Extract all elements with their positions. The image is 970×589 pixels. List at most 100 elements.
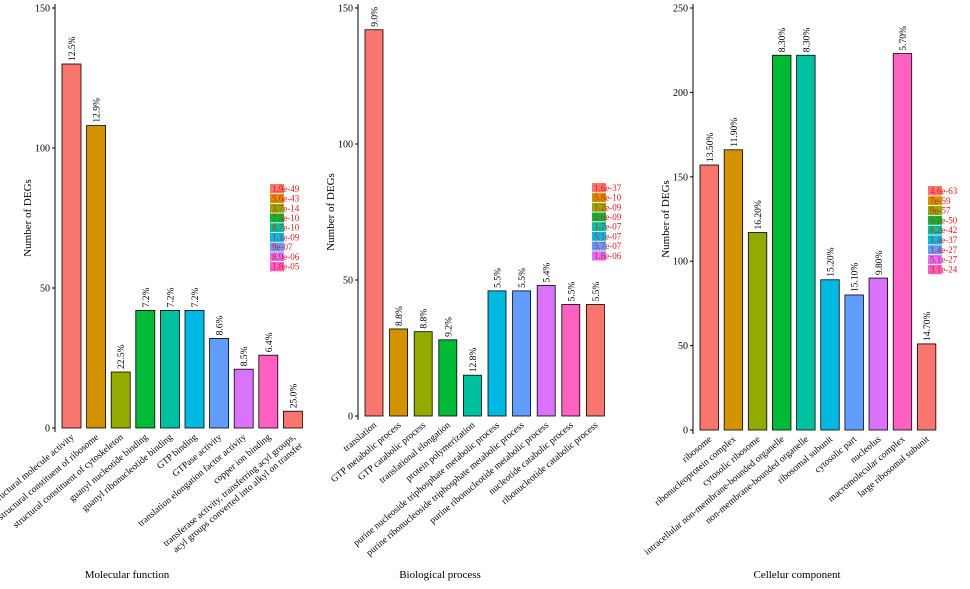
legend-key bbox=[270, 232, 284, 243]
bar-value-label: 8.6% bbox=[216, 316, 226, 336]
legend-label: 1.8e-06 bbox=[594, 251, 622, 261]
bar-value-label: 5.5% bbox=[494, 268, 504, 288]
bar bbox=[699, 164, 719, 431]
legend-key bbox=[270, 193, 284, 204]
legend-key bbox=[270, 222, 284, 233]
legend-label: 9.2e-50 bbox=[930, 215, 958, 225]
bar-value-label: 5.70% bbox=[899, 26, 909, 51]
bar-value-label: 5.5% bbox=[567, 282, 577, 302]
bar-value-label: 9.0% bbox=[371, 7, 381, 27]
bar-value-label: 25.0% bbox=[289, 384, 299, 409]
bar-value-label: 5.5% bbox=[592, 282, 602, 302]
legend-label: 1.9e-49 bbox=[272, 184, 300, 194]
legend-key bbox=[592, 192, 606, 203]
legend-label: 5.6e-43 bbox=[272, 194, 300, 204]
legend-label: 1.1e-09 bbox=[272, 232, 300, 242]
bar-value-label: 9.80% bbox=[875, 250, 885, 275]
bar bbox=[772, 54, 792, 431]
legend-label: 1.4e-37 bbox=[930, 235, 958, 245]
legend-key bbox=[592, 202, 606, 213]
legend-label: 1.4e-27 bbox=[930, 245, 958, 255]
bar-value-label: 12.8% bbox=[469, 348, 479, 373]
bar bbox=[487, 290, 507, 417]
legend-label: 3.1e-24 bbox=[930, 264, 958, 274]
legend-key bbox=[928, 244, 942, 255]
legend-label: 8.2e-42 bbox=[930, 225, 957, 235]
y-axis-title: Number of DEGs bbox=[22, 179, 34, 257]
legend-label: 5.8e-10 bbox=[594, 193, 622, 203]
bar-value-label: 7.2% bbox=[142, 288, 152, 308]
legend: 1.6e-375.8e-101.2e-092.6e-091.7e-075.1e-… bbox=[592, 183, 622, 261]
y-tick-label: 150 bbox=[673, 172, 688, 183]
legend-key bbox=[592, 221, 606, 232]
legend-label: 8.7e-10 bbox=[272, 223, 300, 233]
legend-label: 8.9e-06 bbox=[272, 252, 300, 262]
legend-label: 7e-59 bbox=[930, 196, 951, 206]
bar bbox=[389, 328, 409, 417]
bar bbox=[536, 285, 556, 417]
bar-value-label: 8.5% bbox=[240, 346, 250, 366]
legend-key bbox=[592, 212, 606, 222]
legend-key bbox=[928, 195, 942, 206]
legend-key bbox=[270, 213, 284, 223]
bar-value-label: 7.2% bbox=[166, 288, 176, 308]
bar-value-label: 12.9% bbox=[93, 98, 103, 123]
legend-key bbox=[928, 264, 942, 275]
legend-key bbox=[270, 242, 284, 252]
bar-value-label: 14.70% bbox=[923, 312, 933, 341]
y-tick-label: 0 bbox=[683, 426, 688, 437]
legend-label: 5.1e-07 bbox=[594, 231, 622, 241]
bar bbox=[159, 309, 180, 429]
bar bbox=[438, 339, 458, 417]
legend-key bbox=[592, 231, 606, 242]
bar bbox=[233, 368, 254, 429]
legend-label: 5.7e-07 bbox=[594, 241, 622, 251]
legend-label: 9e-57 bbox=[930, 206, 951, 216]
y-tick-label: 50 bbox=[678, 341, 688, 352]
bar bbox=[916, 343, 937, 431]
legend-label: 1.8e-05 bbox=[272, 262, 300, 272]
legend-key bbox=[928, 205, 942, 216]
legend-key bbox=[270, 203, 284, 214]
y-tick-label: 0 bbox=[45, 424, 50, 435]
legend-label: 9e-07 bbox=[272, 242, 293, 252]
bar bbox=[868, 277, 888, 431]
y-tick-label: 150 bbox=[35, 4, 50, 15]
bar-value-label: 6.4% bbox=[265, 332, 275, 352]
y-tick-label: 100 bbox=[673, 257, 688, 268]
y-tick-label: 0 bbox=[348, 412, 353, 423]
bar-value-label: 13.50% bbox=[706, 133, 716, 162]
legend-key bbox=[270, 251, 284, 262]
bar bbox=[86, 125, 106, 429]
bar-value-label: 5.4% bbox=[543, 263, 553, 283]
legend-key bbox=[928, 225, 942, 235]
legend-label: 2.6e-09 bbox=[594, 212, 622, 222]
bar-value-label: 11.90% bbox=[730, 118, 740, 147]
y-tick-label: 50 bbox=[40, 284, 50, 295]
bar bbox=[747, 232, 768, 431]
bar bbox=[184, 309, 205, 429]
bar bbox=[110, 371, 131, 429]
bar-value-label: 16.20% bbox=[754, 200, 764, 229]
y-axis-title: Number of DEGs bbox=[325, 173, 337, 251]
legend-key bbox=[928, 235, 942, 245]
bar bbox=[586, 304, 605, 417]
bar-value-label: 8.30% bbox=[802, 28, 812, 53]
legend-key bbox=[592, 250, 606, 261]
x-axis-title: Molecular function bbox=[85, 569, 170, 581]
x-axis-title: Cellelur component bbox=[753, 569, 840, 581]
legend-key bbox=[928, 254, 942, 265]
bar bbox=[844, 294, 864, 431]
legend-label: 1.2e-09 bbox=[594, 202, 622, 212]
legend-label: 1.6e-37 bbox=[594, 183, 622, 193]
bar bbox=[561, 304, 581, 417]
legend-key bbox=[928, 215, 942, 226]
bar-value-label: 8.8% bbox=[395, 306, 405, 326]
bar bbox=[364, 29, 384, 417]
bar-value-label: 5.5% bbox=[518, 268, 528, 288]
bar bbox=[282, 410, 303, 429]
